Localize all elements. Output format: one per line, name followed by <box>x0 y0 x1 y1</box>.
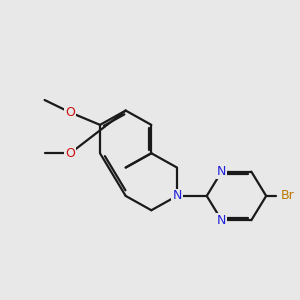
Text: N: N <box>172 189 182 203</box>
Text: Br: Br <box>281 189 295 203</box>
Text: O: O <box>65 147 75 160</box>
Text: O: O <box>65 106 75 119</box>
Text: N: N <box>217 165 226 178</box>
Text: N: N <box>217 214 226 227</box>
